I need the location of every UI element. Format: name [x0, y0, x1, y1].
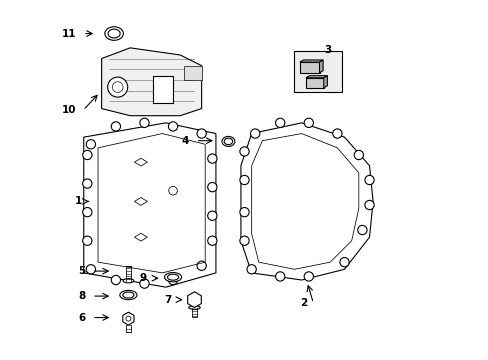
Text: 8: 8: [78, 291, 85, 301]
Text: 11: 11: [62, 28, 77, 39]
Ellipse shape: [224, 138, 232, 145]
Circle shape: [82, 207, 92, 217]
Bar: [153, 76, 173, 103]
Circle shape: [82, 150, 92, 159]
Polygon shape: [299, 60, 323, 62]
Polygon shape: [187, 292, 201, 307]
Text: 3: 3: [324, 45, 331, 55]
Ellipse shape: [108, 29, 120, 38]
Circle shape: [207, 211, 217, 220]
Polygon shape: [299, 62, 319, 73]
Ellipse shape: [104, 27, 123, 40]
Circle shape: [82, 179, 92, 188]
Polygon shape: [305, 78, 323, 88]
Polygon shape: [122, 312, 134, 325]
Text: 7: 7: [163, 295, 171, 305]
Ellipse shape: [122, 292, 134, 298]
Circle shape: [111, 122, 121, 131]
Circle shape: [240, 175, 248, 185]
Polygon shape: [305, 76, 326, 78]
Text: 4: 4: [182, 136, 189, 146]
Circle shape: [168, 186, 177, 195]
Circle shape: [240, 236, 248, 246]
Text: 10: 10: [62, 105, 77, 115]
Ellipse shape: [164, 273, 181, 282]
Polygon shape: [241, 123, 372, 280]
Circle shape: [86, 140, 95, 149]
Circle shape: [357, 225, 366, 235]
Polygon shape: [183, 66, 201, 80]
Circle shape: [275, 118, 285, 127]
Polygon shape: [134, 233, 147, 241]
Polygon shape: [323, 76, 326, 88]
Circle shape: [275, 272, 285, 281]
Circle shape: [107, 77, 127, 97]
Circle shape: [140, 279, 149, 288]
Bar: [293, 51, 341, 93]
Ellipse shape: [123, 279, 134, 283]
Ellipse shape: [167, 274, 178, 280]
Circle shape: [168, 275, 177, 285]
Circle shape: [339, 257, 348, 267]
Circle shape: [207, 236, 217, 246]
Polygon shape: [134, 198, 147, 205]
Circle shape: [364, 175, 373, 185]
Ellipse shape: [188, 306, 200, 309]
Circle shape: [86, 265, 95, 274]
Circle shape: [332, 129, 341, 138]
Circle shape: [168, 122, 177, 131]
Circle shape: [246, 265, 256, 274]
Circle shape: [112, 82, 123, 93]
Circle shape: [304, 118, 313, 127]
Circle shape: [197, 129, 206, 138]
Circle shape: [207, 154, 217, 163]
Text: 9: 9: [139, 273, 146, 283]
Polygon shape: [319, 60, 323, 73]
Circle shape: [111, 275, 121, 285]
Circle shape: [240, 147, 248, 156]
Circle shape: [250, 129, 259, 138]
Circle shape: [197, 261, 206, 270]
Circle shape: [125, 316, 131, 321]
Text: 6: 6: [78, 312, 85, 323]
Text: 1: 1: [75, 197, 82, 206]
Polygon shape: [83, 123, 216, 287]
Ellipse shape: [222, 136, 234, 147]
Circle shape: [364, 201, 373, 210]
Ellipse shape: [120, 291, 137, 300]
Text: 5: 5: [78, 266, 85, 276]
Circle shape: [82, 236, 92, 246]
Circle shape: [353, 150, 363, 159]
Circle shape: [140, 118, 149, 127]
Polygon shape: [134, 158, 147, 166]
Circle shape: [304, 272, 313, 281]
Polygon shape: [102, 48, 201, 116]
Circle shape: [207, 183, 217, 192]
Circle shape: [240, 207, 248, 217]
Text: 2: 2: [299, 298, 306, 308]
